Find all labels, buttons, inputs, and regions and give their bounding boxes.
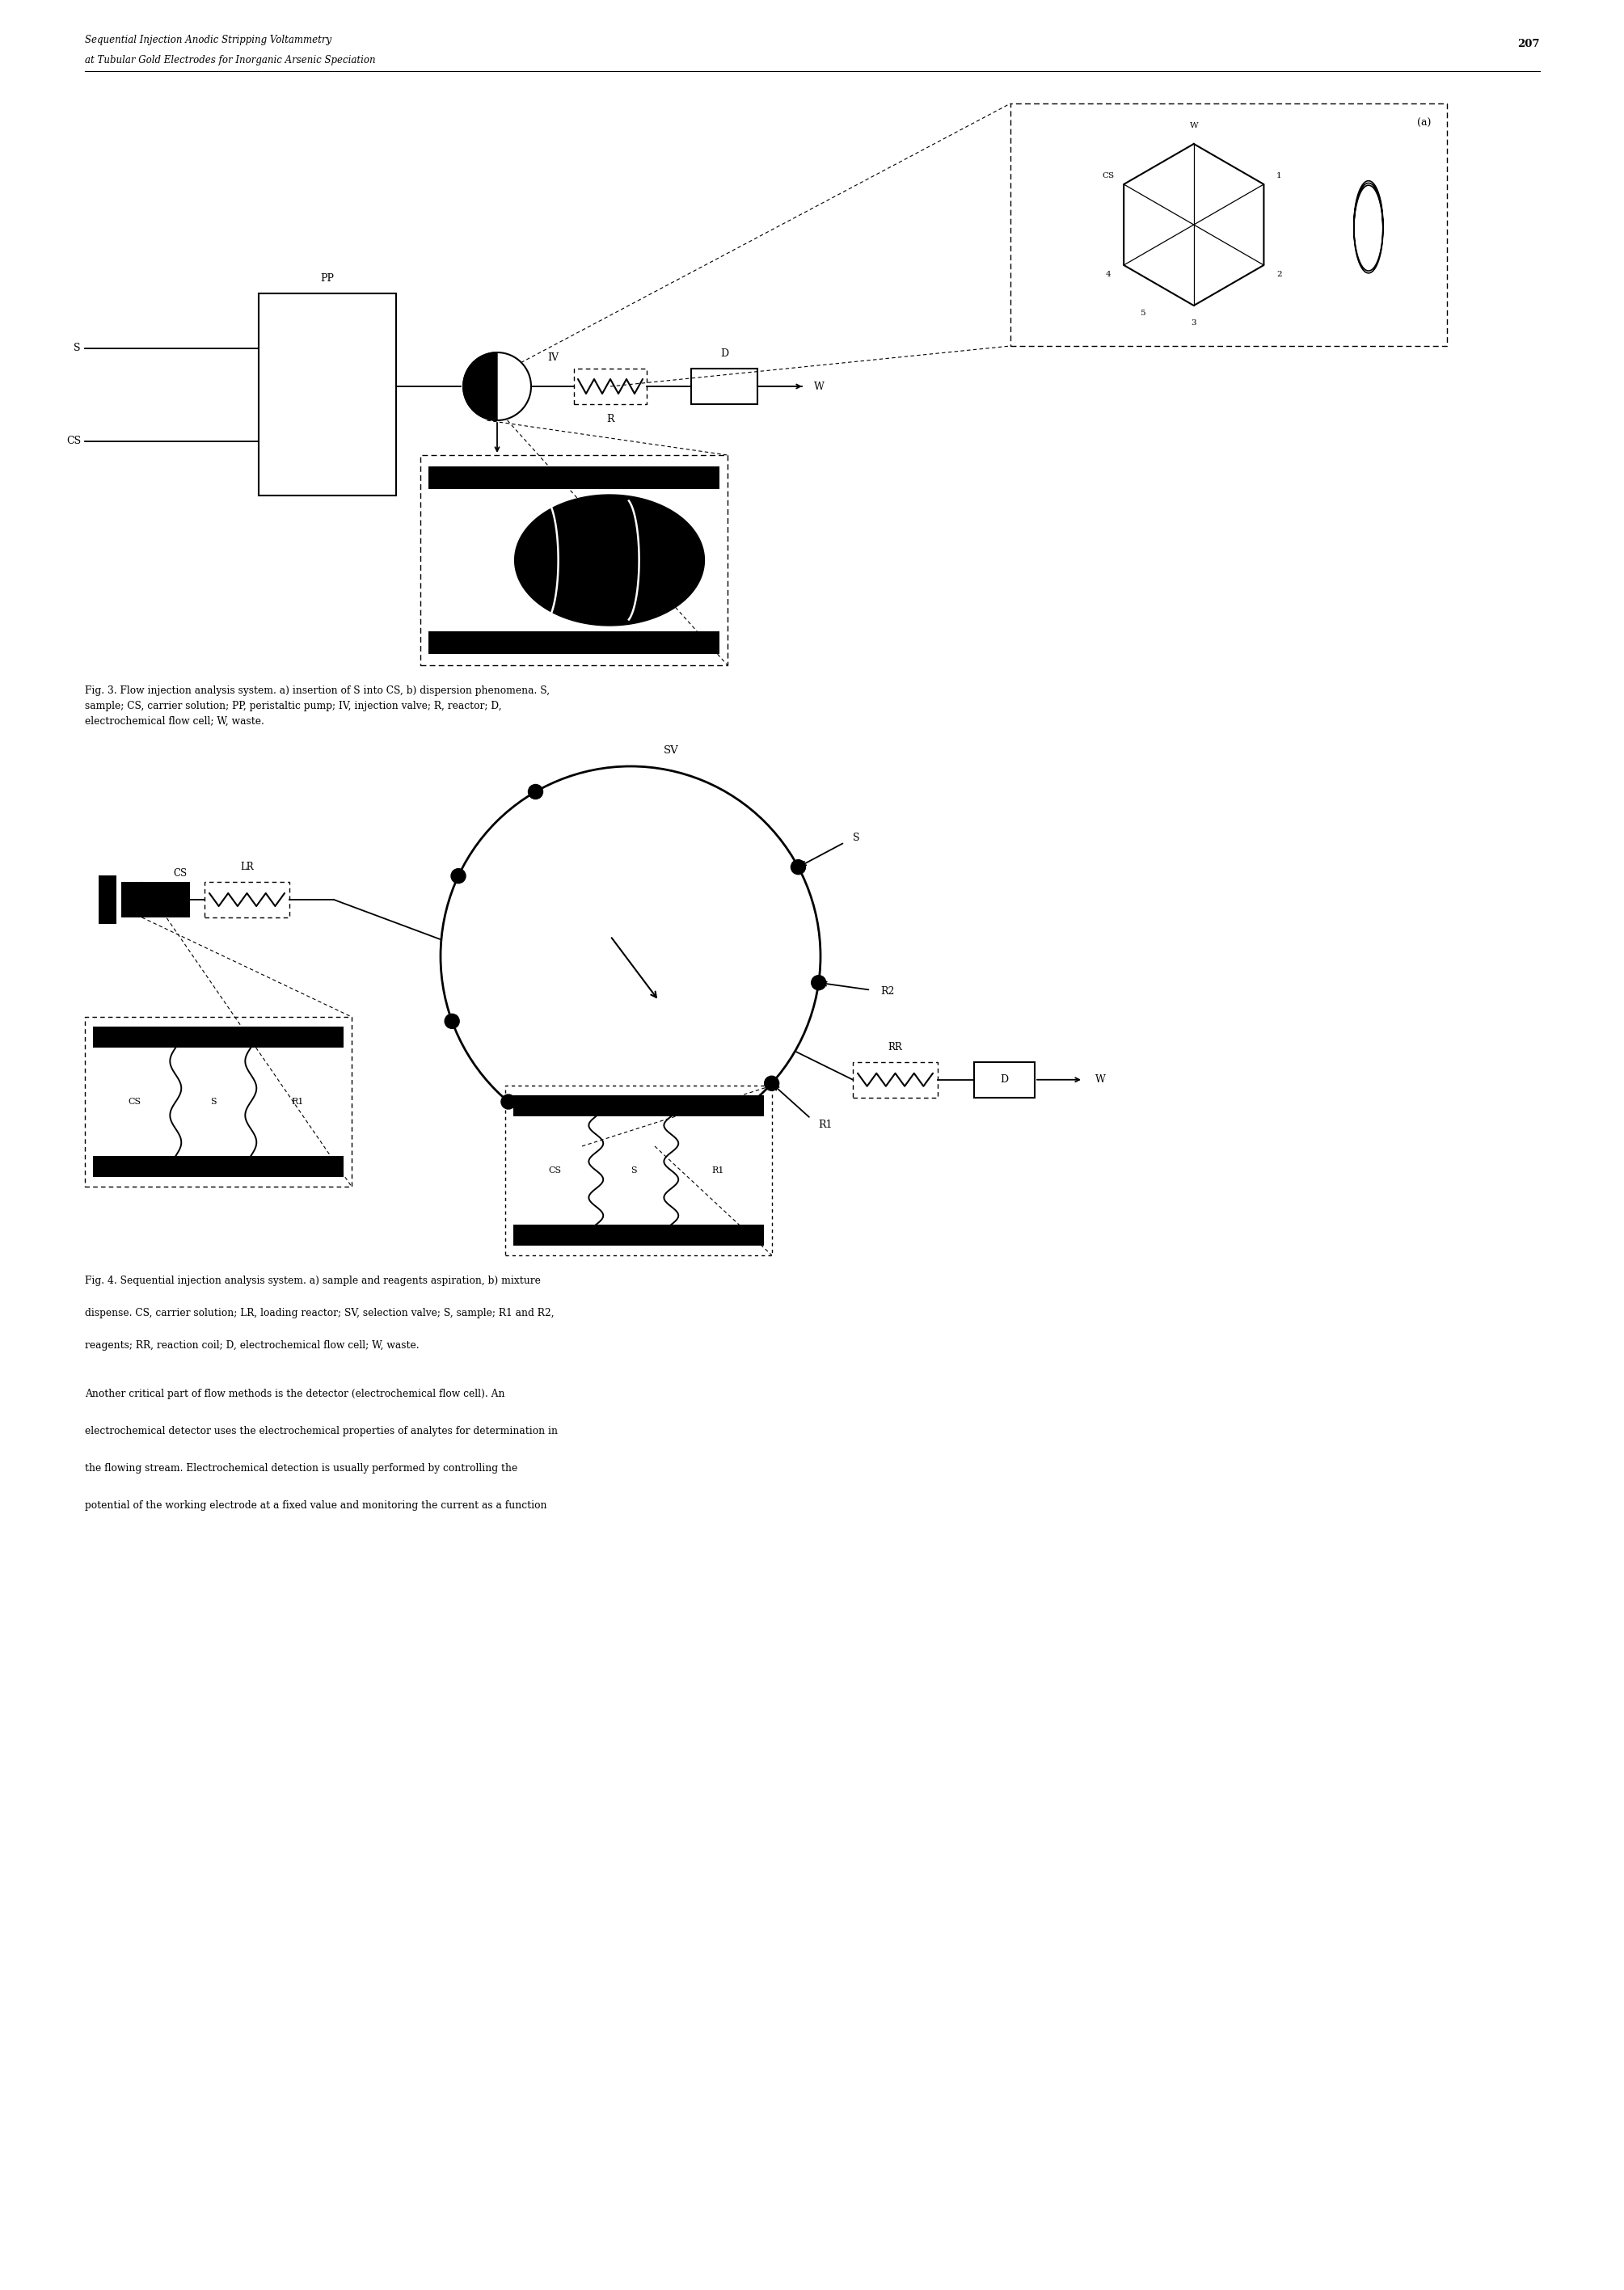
Text: electrochemical detector uses the electrochemical properties of analytes for det: electrochemical detector uses the electr… (84, 1427, 557, 1436)
Text: SV: SV (663, 744, 679, 756)
Circle shape (640, 1138, 654, 1152)
Text: (a): (a) (1416, 119, 1431, 128)
Circle shape (502, 1095, 516, 1108)
Bar (974, 1063, 1034, 1097)
Text: R: R (606, 414, 614, 424)
Text: W: W (814, 380, 825, 392)
Text: 5: 5 (1140, 309, 1145, 318)
Text: Another critical part of flow methods is the detector (electrochemical flow cell: Another critical part of flow methods is… (84, 1388, 505, 1399)
Text: W: W (1189, 121, 1199, 131)
Text: R1: R1 (291, 1097, 304, 1106)
Text: IV: IV (547, 353, 559, 364)
Text: (b): (b) (697, 469, 711, 481)
Text: Fig. 4. Sequential injection analysis system. a) sample and reagents aspiration,: Fig. 4. Sequential injection analysis sy… (84, 1276, 541, 1287)
Circle shape (451, 868, 466, 884)
Text: 2: 2 (1276, 270, 1281, 277)
Bar (429, 490, 719, 632)
Bar (93, 1047, 344, 1156)
Text: CS: CS (1103, 172, 1114, 179)
Text: dispense. CS, carrier solution; LR, loading reactor; SV, selection valve; S, sam: dispense. CS, carrier solution; LR, load… (84, 1308, 554, 1319)
Text: 1: 1 (1276, 172, 1281, 179)
Text: PP: PP (320, 273, 335, 284)
Text: CS: CS (549, 1166, 562, 1175)
Text: at Tubular Gold Electrodes for Inorganic Arsenic Speciation: at Tubular Gold Electrodes for Inorganic… (84, 55, 375, 66)
Text: 3: 3 (1190, 321, 1197, 327)
Circle shape (445, 1014, 460, 1028)
Text: Sequential Injection Anodic Stripping Voltammetry: Sequential Injection Anodic Stripping Vo… (84, 34, 331, 46)
Text: (a): (a) (323, 1030, 338, 1042)
Text: RR: RR (888, 1042, 903, 1053)
Text: (b): (b) (742, 1099, 757, 1111)
Bar (122, 882, 190, 918)
Circle shape (528, 785, 542, 799)
Text: CS: CS (67, 435, 81, 447)
Text: R2: R2 (880, 987, 895, 996)
Text: Fig. 3. Flow injection analysis system. a) insertion of S into CS, b) dispersion: Fig. 3. Flow injection analysis system. … (84, 685, 551, 726)
Text: 4: 4 (1106, 270, 1111, 277)
Bar (93, 1026, 344, 1047)
Text: S: S (853, 834, 861, 843)
Text: CS: CS (128, 1097, 141, 1106)
Circle shape (791, 859, 806, 875)
Circle shape (765, 1076, 780, 1090)
Text: LR: LR (240, 861, 253, 872)
Text: D: D (719, 348, 729, 360)
Text: reagents; RR, reaction coil; D, electrochemical flow cell; W, waste.: reagents; RR, reaction coil; D, electroc… (84, 1340, 419, 1351)
Text: CS: CS (172, 868, 187, 879)
Circle shape (812, 976, 827, 989)
Bar (258, 293, 396, 495)
Text: D: D (1000, 1074, 1009, 1085)
Text: 207: 207 (1518, 39, 1540, 50)
Text: S: S (630, 1166, 637, 1175)
Text: R1: R1 (711, 1166, 724, 1175)
Bar (513, 1095, 763, 1115)
Text: R1: R1 (818, 1120, 831, 1131)
Bar (429, 467, 719, 490)
Polygon shape (515, 495, 705, 625)
Text: W: W (1095, 1074, 1106, 1085)
Bar (93, 1156, 344, 1177)
Bar (513, 1225, 763, 1246)
Bar (429, 632, 719, 655)
Text: potential of the working electrode at a fixed value and monitoring the current a: potential of the working electrode at a … (84, 1500, 547, 1511)
Text: S: S (75, 344, 81, 353)
Bar (513, 1115, 763, 1225)
Polygon shape (463, 353, 497, 421)
Bar (99, 875, 117, 923)
Bar (692, 369, 757, 403)
Text: S: S (209, 1097, 216, 1106)
Text: the flowing stream. Electrochemical detection is usually performed by controllin: the flowing stream. Electrochemical dete… (84, 1463, 518, 1472)
